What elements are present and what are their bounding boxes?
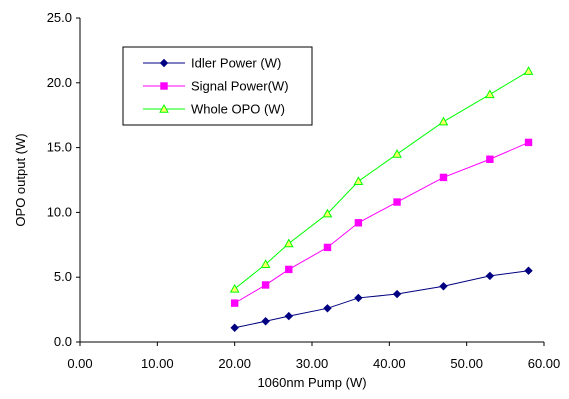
data-point-series-3 [283,238,294,248]
legend: Idler Power (W) Signal Power(W) Whole OPO … [122,46,313,126]
data-point-series-2 [230,299,239,307]
x-tick-label: 10.00 [141,356,174,371]
legend-label: Signal Power(W) [191,79,289,94]
legend-marker-icon [159,58,169,68]
data-point-series-3 [485,89,495,99]
data-point-series-2 [486,155,494,163]
data-point-series-2 [261,281,270,289]
data-point-series-1 [230,323,239,332]
data-point-series-2 [323,243,332,252]
data-point-series-3 [260,259,271,268]
y-tick-label: 20.0 [47,75,72,90]
data-point-series-1 [284,311,294,321]
y-tick-label: 10.0 [47,204,72,219]
x-tick-label: 0.00 [67,356,92,371]
y-tick-label: 5.0 [54,269,72,284]
data-point-series-2 [285,265,293,274]
x-ticks: 0.00 10.00 20.00 30.00 40.00 50.00 60.00 [67,342,560,371]
data-point-series-3 [392,149,402,158]
data-point-series-3 [523,66,534,75]
x-tick-label: 30.00 [296,356,329,371]
data-point-series-1 [354,293,363,303]
data-point-series-3 [353,176,364,185]
x-tick-label: 60.00 [528,356,561,371]
legend-marker-icon [160,82,168,90]
series-line-2 [234,141,529,304]
x-axis-title: 1060nm Pump (W) [257,375,366,390]
legend-marker-icon [159,103,169,113]
data-point-series-3 [229,283,240,293]
legend-label: Whole OPO (W) [191,102,285,117]
data-point-series-1 [261,317,270,326]
data-point-series-1 [485,271,495,281]
data-point-series-1 [392,289,402,299]
data-point-series-1 [524,266,533,275]
series-line-1 [234,270,529,329]
x-tick-label: 40.00 [373,356,406,371]
legend-label: Idler Power (W) [191,56,281,71]
y-tick-label: 25.0 [47,10,72,25]
data-point-series-2 [524,138,533,147]
y-ticks: 0.0 5.0 10.0 15.0 20.0 25.0 [47,10,80,349]
data-point-series-3 [322,208,333,218]
x-tick-label: 20.00 [218,356,251,371]
data-point-series-2 [354,219,363,227]
data-point-series-1 [323,304,332,313]
data-point-series-3 [438,116,449,126]
data-point-series-2 [393,198,401,206]
x-tick-label: 50.00 [450,356,483,371]
y-tick-label: 0.0 [54,334,72,349]
y-axis-title: OPO output (W) [13,133,28,226]
series-layer [229,66,534,332]
data-point-series-1 [439,282,448,291]
data-point-series-2 [439,173,448,182]
y-tick-label: 15.0 [47,140,72,155]
